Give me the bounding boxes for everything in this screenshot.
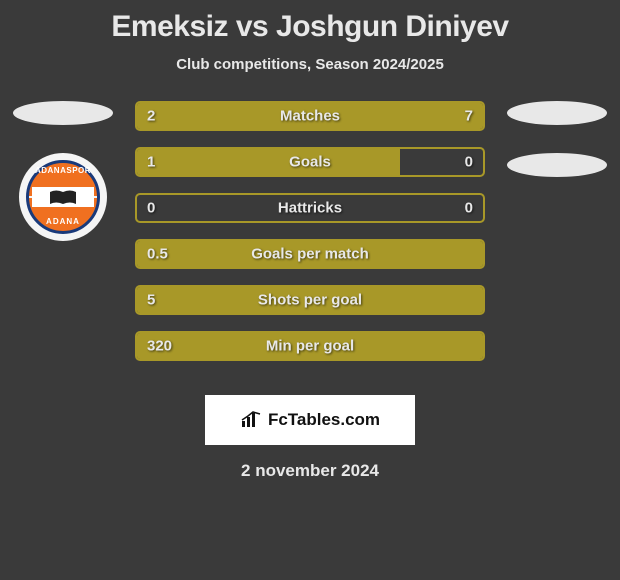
stat-row: 5Shots per goal — [135, 285, 485, 315]
stat-row: 320Min per goal — [135, 331, 485, 361]
subtitle: Club competitions, Season 2024/2025 — [0, 56, 620, 73]
player-left-column: ADANASPOR ADANA — [8, 101, 118, 241]
chart-icon — [240, 411, 262, 429]
club-badge-left: ADANASPOR ADANA — [19, 153, 107, 241]
brand-badge: FcTables.com — [205, 395, 415, 445]
page-title: Emeksiz vs Joshgun Diniyev — [0, 0, 620, 44]
stat-label: Shots per goal — [137, 292, 483, 309]
stat-row: 0.5Goals per match — [135, 239, 485, 269]
stat-label: Matches — [137, 108, 483, 125]
comparison-card: Emeksiz vs Joshgun Diniyev Club competit… — [0, 0, 620, 580]
stat-row: 27Matches — [135, 101, 485, 131]
club-badge-right-placeholder — [507, 153, 607, 177]
stat-label: Min per goal — [137, 338, 483, 355]
book-icon — [48, 189, 78, 207]
stat-row: 10Goals — [135, 147, 485, 177]
stat-label: Goals — [137, 154, 483, 171]
badge-text-top: ADANASPOR — [22, 166, 104, 175]
player-right-placeholder — [507, 101, 607, 125]
stat-bars: 27Matches 10Goals 00Hattricks 0.5Goals per … — [135, 101, 485, 377]
main-area: ADANASPOR ADANA 27Matches 10Goals 00Hattri… — [0, 101, 620, 381]
stat-label: Goals per match — [137, 246, 483, 263]
player-left-placeholder — [13, 101, 113, 125]
brand-text: FcTables.com — [268, 410, 380, 430]
badge-text-bottom: ADANA — [22, 217, 104, 226]
player-right-column — [502, 101, 612, 177]
date-text: 2 november 2024 — [0, 461, 620, 481]
stat-row: 00Hattricks — [135, 193, 485, 223]
stat-label: Hattricks — [137, 200, 483, 217]
